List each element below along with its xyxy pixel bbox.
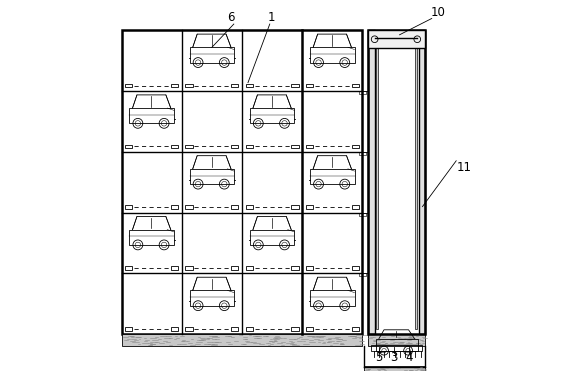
Bar [130,230,174,245]
Bar [231,84,238,87]
Bar [231,145,238,148]
Text: 6: 6 [227,11,235,24]
Bar [125,84,133,87]
Bar [130,108,174,124]
Bar [306,84,313,87]
Bar [190,47,234,62]
Bar [306,327,313,331]
Bar [171,205,178,209]
Bar [246,327,253,331]
Bar [190,169,234,184]
Bar [306,145,313,148]
Bar [125,327,133,331]
Bar [352,266,359,270]
Bar [419,31,425,334]
Text: 4: 4 [405,351,412,364]
Bar [359,91,366,94]
Bar [246,266,253,270]
Bar [306,266,313,270]
Bar [185,84,193,87]
Bar [371,345,422,350]
Bar [171,84,178,87]
Bar [364,366,425,372]
Bar [250,230,294,245]
Bar [291,327,298,331]
Bar [359,152,366,155]
Bar [246,145,253,148]
Bar [352,205,359,209]
Bar [368,31,425,334]
Bar [171,145,178,148]
Bar [121,31,363,334]
Bar [246,84,253,87]
Text: 10: 10 [431,6,446,19]
Bar [310,47,354,62]
Bar [125,205,133,209]
Bar [310,169,354,184]
Bar [368,31,425,48]
Bar [310,291,354,306]
Bar [359,213,366,216]
Text: 1: 1 [268,11,276,24]
Bar [171,266,178,270]
Bar [291,266,298,270]
Text: 11: 11 [457,161,472,174]
Bar [231,266,238,270]
Bar [359,273,366,276]
Bar [415,47,417,329]
Bar [185,327,193,331]
Bar [190,291,234,306]
Bar [231,327,238,331]
Bar [171,327,178,331]
Bar [185,266,193,270]
Bar [231,205,238,209]
Bar [376,339,418,351]
Bar [185,145,193,148]
Bar [291,205,298,209]
Bar [352,145,359,148]
Bar [250,108,294,124]
Bar [125,266,133,270]
Bar [306,205,313,209]
Bar [121,334,363,346]
Bar [125,145,133,148]
Text: 5: 5 [376,351,383,364]
Bar [368,31,375,334]
Bar [352,327,359,331]
Bar [185,205,193,209]
Bar [291,145,298,148]
Bar [352,84,359,87]
Bar [246,205,253,209]
Bar [368,334,425,346]
Bar [376,47,378,329]
Bar [291,84,298,87]
Text: 3: 3 [390,351,398,364]
